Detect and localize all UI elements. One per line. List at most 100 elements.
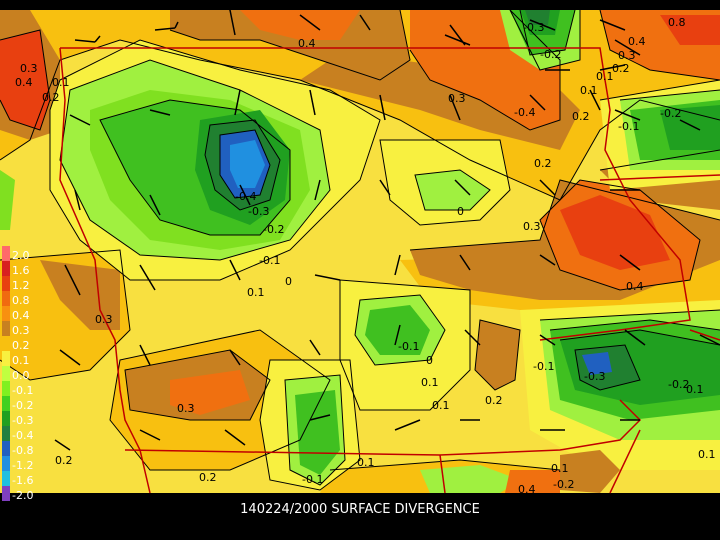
wind-barb [139,344,151,366]
map-title: 140224/2000 SURFACE DIVERGENCE [240,502,480,517]
map-field: 0.40.30.40.20.1-0.3-0.20.80.40.30.20.10.… [0,4,720,496]
legend-label: -0.8 [12,444,33,457]
contour-labels: 0.40.30.40.20.1-0.3-0.20.80.40.30.20.10.… [15,16,716,496]
contour-label: 0.3 [177,402,195,415]
contour-label: 0.4 [626,280,644,293]
contour-line [539,179,701,291]
contour-label: 0.1 [596,70,614,83]
contour-label: -0.1 [533,360,554,373]
legend-label: 0.1 [12,354,30,367]
contour-line [0,39,720,201]
legend-swatch [2,246,10,261]
legend-label: -0.3 [12,414,33,427]
contour-line [59,59,331,261]
contour-label: 0.1 [698,448,716,461]
contour-line [409,179,720,251]
contour-line [204,119,281,211]
contour-line [284,374,346,486]
field-orange-north [240,10,360,40]
wind-barb [69,114,91,126]
contour-line [0,249,131,381]
legend-swatch [2,411,10,426]
contour-label: 0.4 [518,483,536,496]
contour-label: 0.3 [523,220,541,233]
wind-barb [394,324,401,346]
contour-label: -0.1 [259,254,280,267]
contour-label: -0.1 [398,340,419,353]
wind-barb [314,274,341,281]
legend-label: 1.6 [12,264,30,277]
wind-barb [224,429,246,446]
wind-barb [139,264,156,291]
wind-barb [379,94,386,121]
legend-swatch [2,426,10,441]
contour-label: 0.4 [15,76,33,89]
legend-swatch [2,396,10,411]
legend-label: -2.0 [12,489,33,502]
field-green-far-west [0,170,15,230]
wind-barb [229,259,241,281]
contour-label: 0.3 [618,49,636,62]
contour-line [414,169,491,211]
wind-barb [539,254,556,266]
wind-barb [74,189,81,211]
state-border [59,47,151,494]
contour-label: 0.1 [432,399,450,412]
wind-barb [309,89,316,116]
legend-swatch [2,486,10,501]
wind-barb [614,109,641,121]
contour-label: 0.2 [485,394,503,407]
wind-barb [139,429,161,441]
wind-barb [464,329,481,346]
legend-label: -1.6 [12,474,33,487]
legend-label: -0.2 [12,399,33,412]
legend-swatch [2,366,10,381]
contour-label: 0.1 [580,84,598,97]
wind-barb [74,35,101,43]
contour-line [49,39,381,281]
state-border [609,429,641,494]
wind-barb [589,89,601,111]
state-border [439,454,446,494]
contour-label: -0.2 [263,223,284,236]
legend-swatch [2,336,10,351]
field-lime-bottom [420,465,520,493]
wind-barb [394,419,421,431]
wind-barb [225,4,236,36]
contour-line [519,9,576,56]
contour-label: -0.1 [302,473,323,486]
field-ltblue-west [230,140,265,188]
contour-label: 0.1 [551,462,569,475]
legend-swatch [2,471,10,486]
wind-barb [299,14,321,31]
wind-barb [599,19,626,31]
legend-label: -0.4 [12,429,33,442]
contour-label: 0.4 [628,35,646,48]
legend-label: 0.0 [12,369,30,382]
contour-label: 0.2 [572,110,590,123]
contour-label: 0.2 [199,471,217,484]
contour-line [549,319,720,331]
state-border [689,329,720,341]
wind-barb [624,329,646,346]
wind-barb [459,254,471,271]
contour-line [474,319,521,391]
legend-swatch [2,291,10,306]
contour-line [259,359,361,491]
wind-barb [379,179,391,196]
wind-barb [599,64,626,71]
contour-label: -0.1 [618,120,639,133]
field-lime-center-north [415,170,490,210]
contour-label: -0.4 [235,190,256,203]
wind-barb [229,349,241,366]
wind-barb [309,414,331,421]
wind-barb [699,334,720,346]
contour-label: 0.3 [448,92,466,105]
state-borders [59,47,720,494]
wind-barb [154,21,179,31]
contour-line [109,329,331,471]
contour-label: -0.2 [540,48,561,61]
wind-barb [394,254,401,276]
wind-barb [444,24,471,46]
